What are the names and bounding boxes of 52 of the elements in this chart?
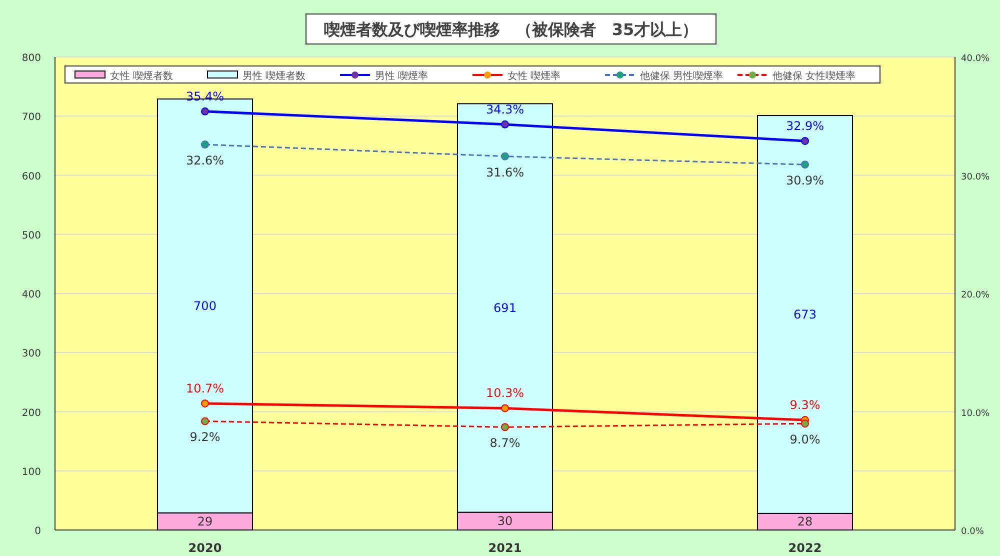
point	[201, 399, 209, 408]
legend-label: 男性 喫煙者数	[242, 70, 306, 82]
data-label: 691	[494, 300, 516, 315]
y2-tick-label: 40.0%	[961, 54, 990, 64]
x-tick-label: 2022	[788, 541, 822, 555]
data-label: 9.2%	[190, 430, 220, 444]
data-label: 30.9%	[786, 174, 824, 188]
data-label: 673	[794, 307, 816, 322]
y-tick-label: 700	[22, 112, 41, 124]
data-label: 28	[797, 514, 813, 529]
chart-title: 喫煙者数及び喫煙率推移 （被保険者 35才以上）	[324, 20, 698, 39]
data-label: 32.9%	[786, 118, 824, 133]
point	[801, 420, 809, 428]
data-label: 8.7%	[490, 436, 520, 450]
y-tick-label: 800	[22, 53, 41, 64]
y2-tick-label: 20.0%	[961, 290, 990, 300]
data-label: 10.3%	[486, 386, 524, 400]
point	[501, 152, 509, 160]
y2-tick-label: 10.0%	[961, 408, 990, 419]
y2-tick-label: 0.0%	[961, 527, 984, 537]
legend-label: 女性 喫煙率	[508, 70, 561, 82]
x-tick-label: 2020	[188, 541, 222, 555]
y2-tick-label: 30.0%	[961, 172, 990, 182]
data-label: 10.7%	[186, 381, 224, 396]
point	[501, 404, 509, 412]
y-tick-label: 400	[22, 290, 41, 300]
x-tick-label: 2021	[488, 541, 522, 555]
y-tick-label: 200	[22, 408, 41, 419]
y-tick-label: 600	[22, 171, 41, 182]
data-label: 9.3%	[790, 398, 820, 412]
point	[201, 417, 209, 426]
y-tick-label: 300	[22, 348, 41, 360]
data-label: 34.3%	[486, 102, 524, 116]
legend-label: 他健保 男性喫煙率	[640, 70, 724, 82]
point	[801, 136, 809, 145]
point	[501, 120, 509, 128]
data-label: 32.6%	[186, 154, 224, 168]
y-tick-label: 0	[34, 526, 41, 537]
y-tick-label: 100	[22, 466, 41, 478]
data-label: 9.0%	[790, 432, 820, 447]
legend-label: 女性 喫煙者数	[110, 70, 174, 82]
point	[201, 107, 209, 116]
y-tick-label: 500	[22, 230, 41, 242]
point	[501, 423, 509, 432]
data-label: 700	[194, 298, 216, 313]
data-label: 30	[497, 514, 513, 528]
point	[801, 160, 809, 169]
legend-label: 男性 喫煙率	[375, 70, 428, 82]
data-label: 31.6%	[486, 165, 524, 180]
data-label: 29	[197, 514, 213, 528]
point	[201, 140, 209, 149]
legend-label: 他健保 女性喫煙率	[772, 70, 856, 82]
